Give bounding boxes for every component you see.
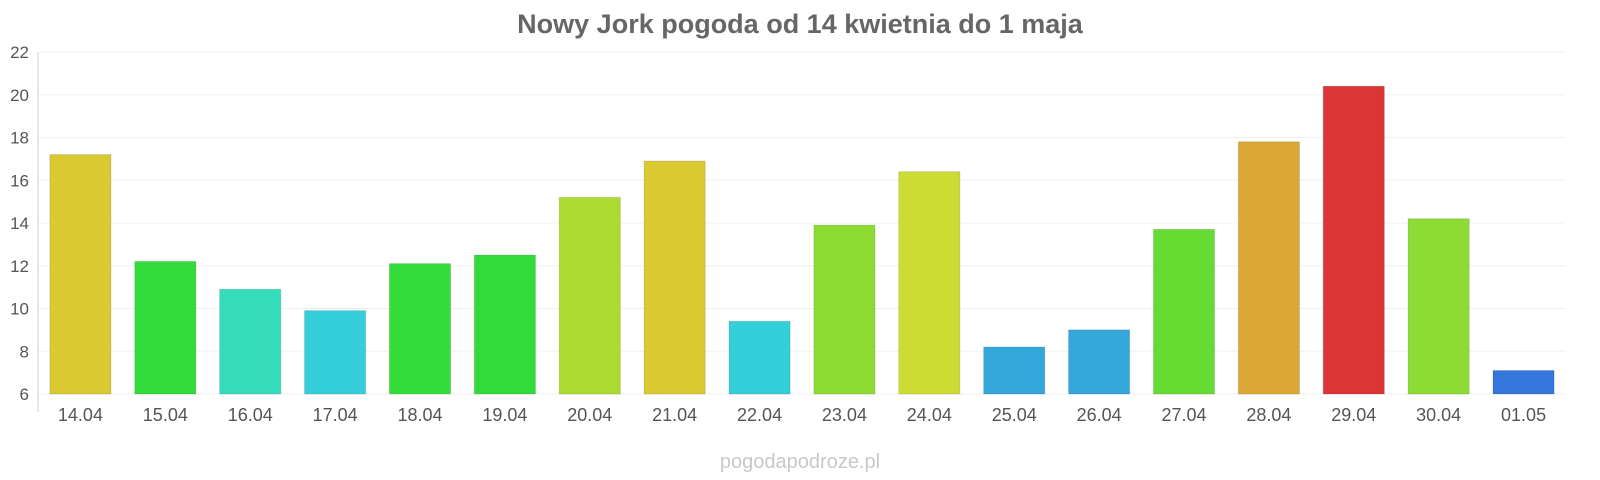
x-tick-label: 26.04 — [1077, 405, 1122, 425]
bars — [49, 85, 1555, 395]
x-tick-label: 24.04 — [907, 405, 952, 425]
bar — [728, 320, 791, 395]
x-tick-label: 29.04 — [1331, 405, 1376, 425]
x-axis: 14.04 15.04 16.04 17.04 18.04 19.04 20.04 21.04… — [58, 405, 1546, 425]
bar — [1407, 218, 1470, 395]
bar — [898, 171, 961, 395]
x-tick-label: 21.04 — [652, 405, 697, 425]
bar — [219, 288, 282, 395]
y-tick-label: 18 — [10, 129, 29, 148]
x-tick-label: 25.04 — [992, 405, 1037, 425]
x-tick-label: 01.05 — [1501, 405, 1546, 425]
bar — [1068, 329, 1131, 395]
watermark-text: pogodapodroze.pl — [720, 451, 880, 473]
y-axis: 6 8 10 12 14 16 18 20 22 — [10, 43, 29, 404]
bar — [1152, 228, 1216, 395]
y-tick-label: 20 — [10, 86, 29, 105]
x-tick-label: 19.04 — [482, 405, 527, 425]
x-tick-label: 20.04 — [567, 405, 612, 425]
y-tick-label: 8 — [20, 342, 29, 361]
gridlines — [38, 51, 1566, 395]
bar — [1237, 141, 1300, 395]
x-tick-label: 14.04 — [58, 405, 103, 425]
bar — [1492, 369, 1555, 395]
y-tick-label: 22 — [10, 43, 29, 62]
x-tick-label: 15.04 — [143, 405, 188, 425]
y-tick-label: 12 — [10, 257, 29, 276]
y-tick-label: 14 — [10, 214, 29, 233]
bar — [388, 263, 452, 395]
bar — [134, 260, 197, 395]
bar — [304, 310, 367, 395]
bar — [473, 254, 536, 395]
x-tick-label: 16.04 — [228, 405, 273, 425]
y-tick-label: 10 — [10, 300, 29, 319]
x-tick-label: 17.04 — [313, 405, 358, 425]
bar — [643, 160, 706, 395]
x-tick-label: 28.04 — [1246, 405, 1291, 425]
bar — [558, 196, 621, 395]
bar — [1322, 85, 1385, 395]
x-tick-label: 23.04 — [822, 405, 867, 425]
x-tick-label: 18.04 — [397, 405, 442, 425]
bar — [983, 346, 1046, 395]
bar — [813, 224, 876, 395]
y-tick-label: 6 — [20, 385, 29, 404]
x-tick-label: 22.04 — [737, 405, 782, 425]
x-tick-label: 30.04 — [1416, 405, 1461, 425]
y-tick-label: 16 — [10, 171, 29, 190]
x-tick-label: 27.04 — [1161, 405, 1206, 425]
bar — [49, 154, 112, 395]
chart-title: Nowy Jork pogoda od 14 kwietnia do 1 maj… — [517, 9, 1084, 39]
